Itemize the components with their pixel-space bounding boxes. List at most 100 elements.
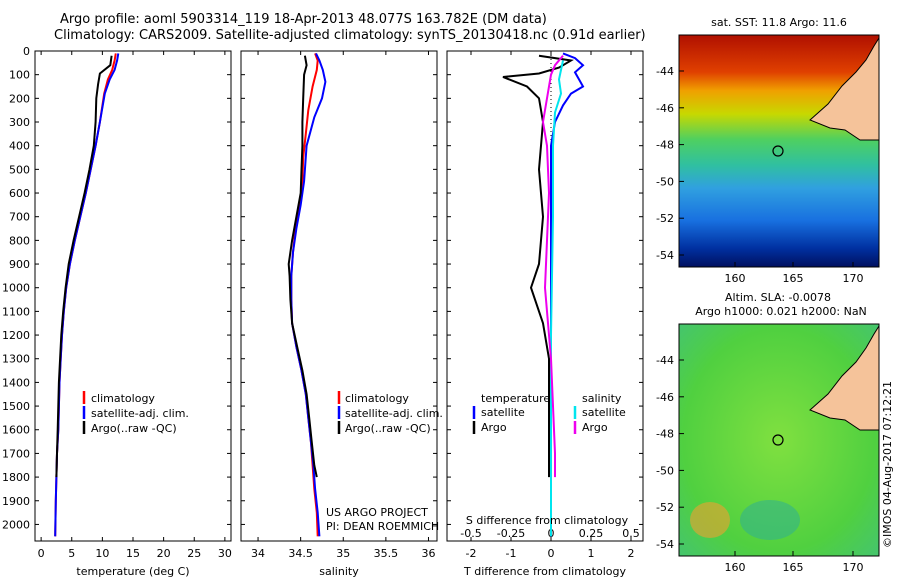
- imos-credit: ©IMOS 04-Aug-2017 07:12:21: [881, 381, 894, 548]
- legend-s-satellite: satellite: [582, 406, 626, 419]
- legend-t-satellite: satellite: [481, 406, 525, 419]
- map-x-tick-label: 170: [843, 561, 864, 574]
- title-line-1: Argo profile: aoml 5903314_119 18-Apr-20…: [60, 12, 547, 27]
- map-x-tick-label: 165: [783, 272, 804, 285]
- salinity-legend: climatology satellite-adj. clim. Argo(..…: [337, 391, 443, 435]
- x-tick-label: 0: [38, 547, 45, 560]
- legend-climatology: climatology: [91, 392, 155, 405]
- depth-tick-label: 700: [9, 211, 30, 224]
- map-y-tick-label: -46: [656, 391, 674, 404]
- series-argo: [502, 54, 574, 478]
- difference-legend: temperature satellite Argo salinity sate…: [472, 392, 626, 434]
- depth-tick-label: 200: [9, 92, 30, 105]
- x-tick-label: 34.5: [288, 547, 313, 560]
- salinity-panel-frame: [240, 50, 438, 542]
- x-tick-label: 2: [628, 547, 635, 560]
- sla-map-axes: -44 -46 -48 -50 -52 -54 160 165 170: [656, 354, 863, 574]
- x-tick-label: 35: [336, 547, 350, 560]
- depth-tick-label: 100: [9, 69, 30, 82]
- depth-tick-label: 1000: [2, 282, 30, 295]
- depth-tick-label: 900: [9, 258, 30, 271]
- map-y-tick-label: -46: [656, 102, 674, 115]
- map-x-tick-label: 165: [783, 561, 804, 574]
- legend-satellite-adj: satellite-adj. clim.: [91, 407, 189, 420]
- s-difference-label: S difference from climatology: [466, 514, 629, 527]
- depth-tick-label: 500: [9, 163, 30, 176]
- map-y-tick-label: -44: [656, 65, 674, 78]
- legend-satellite-adj: satellite-adj. clim.: [345, 407, 443, 420]
- temperature-plot: 0 5 10 15 20 25 30: [38, 51, 232, 560]
- depth-tick-label: 2000: [2, 518, 30, 531]
- map-y-tick-label: -54: [656, 538, 674, 551]
- sla-map-frame: [678, 323, 880, 557]
- legend-argo: Argo(..raw -QC): [345, 422, 431, 435]
- x-tick-label: -2: [466, 547, 477, 560]
- legend-temperature-heading: temperature: [481, 392, 550, 405]
- depth-tick-label: 0: [23, 45, 30, 58]
- depth-tick-label: 400: [9, 140, 30, 153]
- map-y-tick-label: -52: [656, 212, 674, 225]
- x-tick-label: 34: [251, 547, 265, 560]
- depth-tick-label: 1800: [2, 471, 30, 484]
- series-satellite-adj-clim-: [290, 52, 327, 537]
- map-x-tick-label: 170: [843, 272, 864, 285]
- depth-tick-label: 1600: [2, 424, 30, 437]
- sst-map: sat. SST: 11.8 Argo: 11.6: [678, 16, 880, 268]
- map-y-tick-label: -44: [656, 354, 674, 367]
- x-tick-label: 5: [68, 547, 75, 560]
- map-y-tick-label: -48: [656, 428, 674, 441]
- sla-cool-anomaly: [740, 500, 800, 540]
- x-tick-label: 20: [157, 547, 171, 560]
- map-y-tick-label: -54: [656, 249, 674, 262]
- series-argo-raw-qc-: [287, 55, 318, 478]
- depth-tick-label: 1300: [2, 353, 30, 366]
- series-argo-raw-qc-: [55, 55, 113, 478]
- depth-tick-label: 1100: [2, 305, 30, 318]
- sst-map-title: sat. SST: 11.8 Argo: 11.6: [711, 16, 847, 29]
- x-tick-label: 15: [126, 547, 140, 560]
- sla-map-title-2: Argo h1000: 0.021 h2000: NaN: [695, 305, 867, 318]
- depth-tick-label: 300: [9, 116, 30, 129]
- x-tick-label: 1: [588, 547, 595, 560]
- temperature-xlabel: temperature (deg C): [76, 565, 189, 578]
- x-tick-label: 25: [187, 547, 201, 560]
- depth-tick-label: 1500: [2, 400, 30, 413]
- map-y-tick-label: -50: [656, 464, 674, 477]
- title-line-2: Climatology: CARS2009. Satellite-adjuste…: [54, 28, 646, 43]
- x-tick-label: 10: [95, 547, 109, 560]
- depth-axis: 0 100 200 300 400 500 600 700 800 900 1000 1100 1200…: [2, 45, 643, 531]
- sst-map-frame: [678, 34, 880, 268]
- series-argo: [541, 55, 564, 478]
- map-x-tick-label: 160: [725, 272, 746, 285]
- map-y-tick-label: -50: [656, 175, 674, 188]
- legend-argo: Argo(..raw -QC): [91, 422, 177, 435]
- s-tick-label: -0.25: [497, 527, 525, 540]
- x-tick-label: 35.5: [374, 547, 399, 560]
- sla-map: Altim. SLA: -0.0078 Argo h1000: 0.021 h2…: [678, 291, 880, 557]
- depth-tick-label: 1700: [2, 447, 30, 460]
- x-tick-label: -1: [506, 547, 517, 560]
- new-zealand-land: [809, 36, 880, 141]
- s-tick-label: -0.5: [460, 527, 481, 540]
- legend-salinity-heading: salinity: [582, 392, 622, 405]
- argo-float-marker: [772, 434, 784, 446]
- x-tick-label: 36: [421, 547, 435, 560]
- salinity-plot: 34 34.5 35 35.5 36: [251, 51, 435, 560]
- series-satellite: [550, 60, 564, 537]
- credit-project: US ARGO PROJECT: [326, 506, 428, 519]
- map-x-tick-label: 160: [725, 561, 746, 574]
- difference-panel-frame: [446, 50, 644, 542]
- depth-tick-label: 600: [9, 187, 30, 200]
- depth-tick-label: 800: [9, 234, 30, 247]
- salinity-xlabel: salinity: [319, 565, 359, 578]
- map-y-tick-label: -48: [656, 139, 674, 152]
- x-tick-label: 0: [548, 547, 555, 560]
- x-tick-label: 30: [218, 547, 232, 560]
- sla-warm-anomaly: [690, 502, 730, 538]
- s-tick-label: 0.25: [579, 527, 604, 540]
- t-difference-xlabel: T difference from climatology: [463, 565, 626, 578]
- legend-climatology: climatology: [345, 392, 409, 405]
- map-y-tick-label: -52: [656, 501, 674, 514]
- depth-tick-label: 1900: [2, 495, 30, 508]
